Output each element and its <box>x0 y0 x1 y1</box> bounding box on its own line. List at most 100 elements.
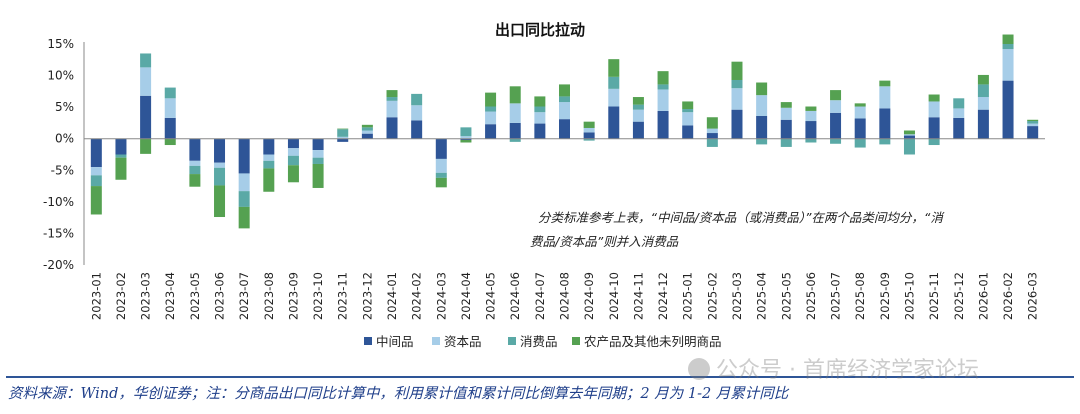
bar-segment <box>337 129 349 137</box>
bar-segment <box>953 117 965 139</box>
bar-segment <box>731 88 743 110</box>
bar-segment <box>411 105 423 121</box>
bar-segment <box>977 109 989 139</box>
bar-segment <box>780 119 792 139</box>
bar-segment <box>977 74 989 85</box>
x-tick-label: 2025-01 <box>681 272 695 320</box>
bar-segment <box>312 138 324 151</box>
bar-segment <box>682 109 694 113</box>
bar-segment <box>90 167 102 176</box>
bar-segment <box>534 96 546 107</box>
legend-swatch <box>508 337 516 345</box>
bar-segment <box>214 185 226 218</box>
x-tick-label: 2023-07 <box>237 272 251 320</box>
bar-segment <box>534 112 546 124</box>
bar-segment <box>485 106 497 112</box>
bar-segment <box>1027 126 1039 139</box>
x-tick-label: 2023-06 <box>213 272 227 320</box>
bar-segment <box>164 138 176 146</box>
bar-segment <box>706 117 718 129</box>
bar-segment <box>312 157 324 164</box>
y-tick-label: -5% <box>51 163 74 177</box>
bar-segment <box>337 138 349 142</box>
legend-label: 消费品 <box>520 334 558 349</box>
bar-segment <box>903 130 915 135</box>
x-tick-label: 2024-03 <box>434 272 448 320</box>
bar-segment <box>830 100 842 113</box>
legend-swatch <box>572 337 580 345</box>
x-tick-label: 2023-12 <box>360 272 374 320</box>
bar-segment <box>559 119 570 139</box>
bar-segment <box>164 87 176 99</box>
bar-segment <box>608 88 620 107</box>
bar-segment <box>435 158 447 173</box>
x-tick-label: 2025-08 <box>853 272 867 320</box>
bar-segment <box>682 101 694 110</box>
bar-segment <box>583 132 595 139</box>
x-tick-label: 2023-04 <box>163 272 177 320</box>
bar-segment <box>608 106 620 139</box>
bar-segment <box>189 174 201 187</box>
x-tick-label: 2024-02 <box>410 272 424 320</box>
bar-segment <box>435 138 447 159</box>
bar-segment <box>238 173 250 192</box>
bar-segment <box>657 89 669 111</box>
bar-segment <box>287 155 299 166</box>
x-tick-label: 2023-08 <box>262 272 276 320</box>
bar-segment <box>312 150 324 158</box>
bar-segment <box>485 124 497 139</box>
legend-swatch <box>432 337 440 345</box>
bar-segment <box>928 94 940 102</box>
x-tick-label: 2024-09 <box>582 272 596 320</box>
x-tick-label: 2023-05 <box>188 272 202 320</box>
bar-segment <box>337 136 349 139</box>
bar-segment <box>460 138 472 140</box>
x-tick-label: 2023-10 <box>311 272 325 320</box>
bar-segment <box>854 106 866 119</box>
x-tick-label: 2026-02 <box>1001 272 1015 320</box>
legend-label: 农产品及其他未列明商品 <box>584 334 722 349</box>
bar-segment <box>214 167 226 186</box>
bar-segment <box>731 61 743 80</box>
chart-annotation: 分类标准参考上表，“中间品/资本品（或消费品）”在两个品类间均分，“消费品/资本… <box>530 210 945 249</box>
bar-segment <box>731 79 743 89</box>
bar-segment <box>559 102 570 120</box>
x-tick-label: 2024-12 <box>656 272 670 320</box>
bar-segment <box>361 133 373 139</box>
bar-segment <box>263 168 275 192</box>
bar-segment <box>879 138 891 145</box>
bar-segment <box>435 172 447 178</box>
wechat-icon <box>688 358 710 380</box>
bar-segment <box>386 100 398 118</box>
bar-segment <box>830 112 842 139</box>
x-tick-label: 2026-01 <box>976 272 990 320</box>
bar-segment <box>854 138 866 148</box>
y-tick-label: -10% <box>43 195 74 209</box>
bar-series-group <box>90 34 1039 229</box>
x-tick-label: 2024-07 <box>533 272 547 320</box>
bar-segment <box>485 111 497 125</box>
watermark-text: 公众号 · 首席经济学家论坛 <box>716 358 979 383</box>
bar-segment <box>263 138 275 155</box>
bar-segment <box>879 108 891 139</box>
bar-segment <box>189 165 201 175</box>
x-tick-label: 2024-06 <box>508 272 522 320</box>
footer-divider <box>6 376 1074 378</box>
x-tick-label: 2025-07 <box>829 272 843 320</box>
bar-segment <box>953 108 965 118</box>
bar-segment <box>411 93 423 106</box>
x-tick-label: 2025-12 <box>952 272 966 320</box>
y-tick-label: 0% <box>55 132 74 146</box>
legend-label: 资本品 <box>444 334 482 349</box>
bar-segment <box>657 84 669 90</box>
bar-segment <box>287 138 299 149</box>
bar-segment <box>805 106 817 111</box>
bar-segment <box>164 117 176 139</box>
bar-segment <box>632 109 644 122</box>
x-tick-label: 2023-02 <box>114 272 128 320</box>
annotation-line: 分类标准参考上表，“中间品/资本品（或消费品）”在两个品类间均分，“消 <box>538 210 945 225</box>
x-tick-label: 2023-11 <box>336 272 350 320</box>
annotation-line: 费品/资本品”则并入消费品 <box>530 234 679 249</box>
bar-segment <box>903 138 915 155</box>
bar-segment <box>559 96 570 103</box>
